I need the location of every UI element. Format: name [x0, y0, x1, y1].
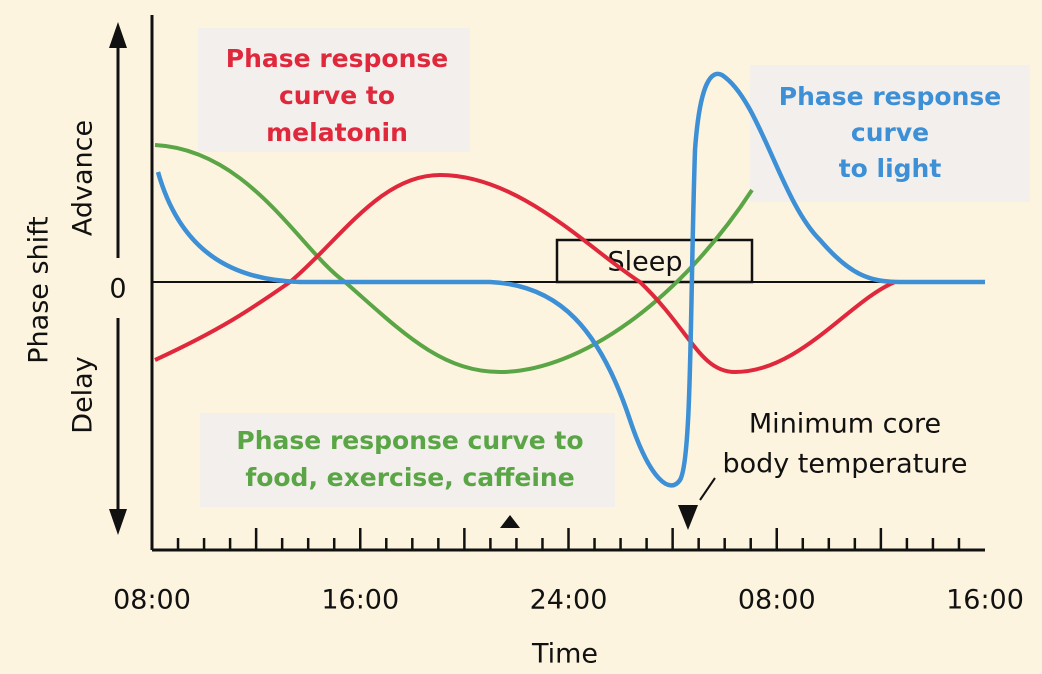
x-tick-label: 08:00 — [738, 585, 816, 616]
sleep-label: Sleep — [607, 247, 682, 278]
light-label: to light — [839, 154, 942, 183]
food-label: Phase response curve to — [236, 426, 583, 455]
x-tick-label: 24:00 — [530, 585, 608, 616]
melatonin-box — [198, 28, 470, 152]
light-label: Phase response — [779, 82, 1001, 111]
melatonin-label: Phase response — [226, 44, 448, 73]
marker-down — [678, 505, 698, 530]
x-tick-label: 16:00 — [946, 585, 1024, 616]
sleep-box — [555, 238, 754, 284]
temperature-label: body temperature — [722, 449, 967, 480]
x-axis-title: Time — [531, 639, 598, 670]
y-axis-title: Phase shift — [24, 216, 55, 364]
marker-up — [500, 515, 520, 528]
food-curve — [154, 143, 754, 375]
food-label: food, exercise, caffeine — [245, 463, 574, 492]
x-tick-label: 08:00 — [113, 585, 191, 616]
labels: 08:00 16:00 24:00 08:00 16:00 Time Phase respo… — [113, 44, 1024, 670]
zero-label: 0 — [109, 274, 126, 305]
temperature-label: Minimum core — [749, 409, 941, 440]
food-box — [200, 413, 615, 507]
light-curve — [155, 71, 985, 488]
x-tick-label: 16:00 — [321, 585, 399, 616]
advance-label: Advance — [68, 120, 99, 236]
light-box — [750, 65, 1030, 202]
melatonin-label: melatonin — [266, 118, 408, 147]
x-ticks — [176, 528, 961, 550]
melatonin-curve — [154, 172, 896, 375]
arrow-head — [109, 22, 127, 48]
melatonin-label: curve to — [279, 81, 395, 110]
light-label: curve — [851, 118, 929, 147]
delay-label: Delay — [68, 356, 99, 433]
temperature-pointer — [699, 477, 716, 501]
arrow-head — [109, 509, 127, 535]
